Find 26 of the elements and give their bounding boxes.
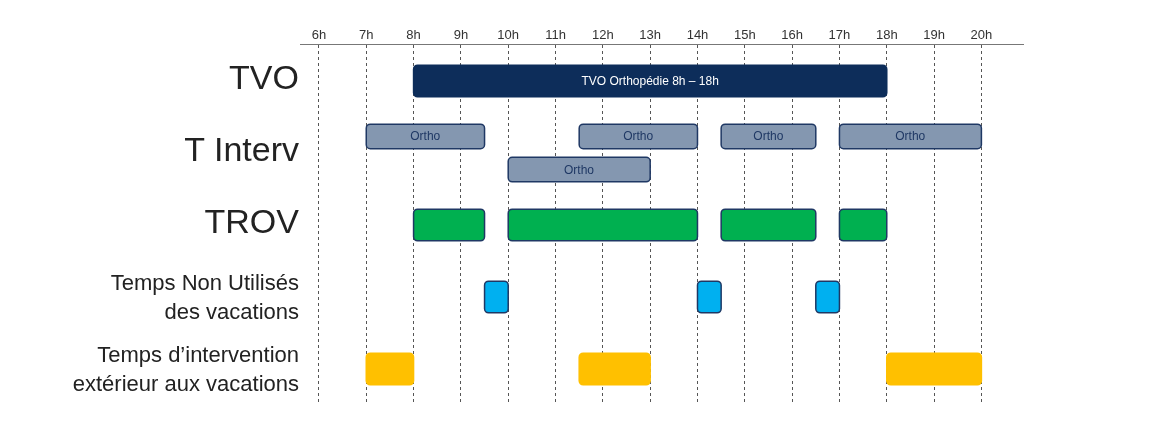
x-tick-label: 12h (592, 26, 614, 42)
y-tick-label: T Interv (184, 129, 299, 168)
x-tick-label: 7h (359, 26, 374, 42)
data-label: TVO Orthopédie 8h – 18h (581, 74, 719, 88)
x-tick-label: 16h (781, 26, 803, 42)
data-label: Ortho (895, 129, 926, 144)
x-tick-label: 14h (686, 26, 709, 42)
data-label: Ortho (753, 129, 784, 144)
x-tick-label: 13h (639, 26, 662, 42)
y-tick-label: Temps d’intervention extérieur aux vacations (72, 342, 299, 396)
y-tick-label: TROV (204, 201, 300, 240)
x-tick-label: 19h (923, 26, 945, 42)
data-label: Ortho (410, 129, 441, 144)
x-tick-label: 17h (828, 26, 851, 42)
x-tick-label: 10h (497, 26, 520, 42)
y-tick-label: TVO (229, 57, 299, 96)
y-tick-label: Temps Non Utilisés des vacations (110, 270, 299, 324)
x-tick-label: 20h (970, 26, 993, 42)
x-tick-label: 15h (733, 26, 756, 42)
x-tick-label: 11h (545, 26, 566, 42)
data-label: Ortho (623, 129, 654, 144)
x-tick-label: 6h (311, 26, 327, 42)
x-tick-label: 8h (406, 26, 421, 42)
x-tick-label: 9h (453, 26, 469, 42)
x-tick-label: 18h (875, 26, 898, 42)
data-label: Ortho (564, 162, 595, 177)
